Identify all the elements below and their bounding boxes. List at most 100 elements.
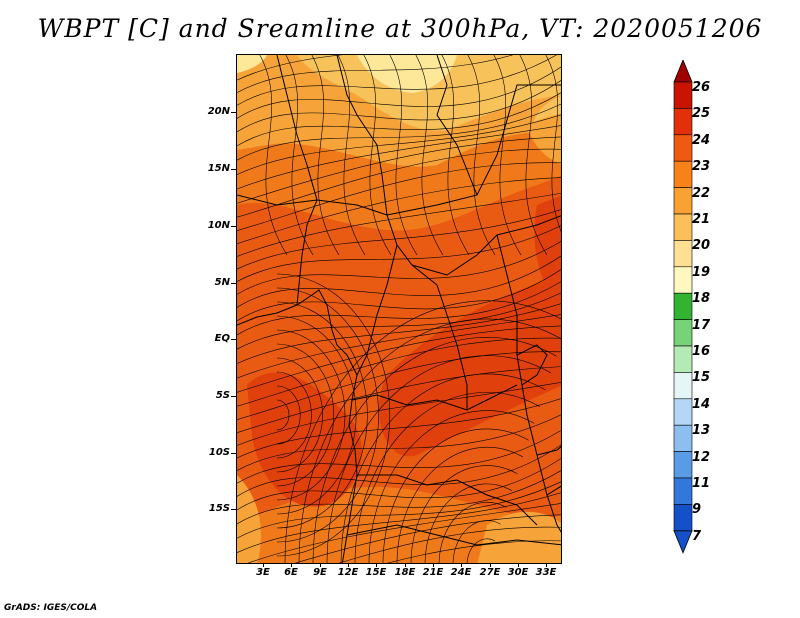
chart-title: WBPT [C] and Sreamline at 300hPa, VT: 20…	[37, 14, 763, 43]
streamline	[545, 55, 561, 232]
streamline	[467, 55, 496, 256]
streamline	[276, 287, 379, 543]
lon-label: 18E	[394, 567, 416, 578]
streamline	[452, 520, 501, 563]
colorbar-swatch	[673, 240, 693, 268]
streamline	[237, 366, 561, 434]
colorbar-label: 7	[692, 528, 702, 544]
streamline	[284, 300, 561, 563]
streamline	[237, 92, 561, 147]
lon-label: 9E	[313, 567, 327, 578]
temperature-region	[527, 113, 561, 165]
border-line	[496, 234, 518, 355]
border-line	[386, 84, 561, 216]
streamline	[237, 103, 561, 161]
streamline	[424, 483, 512, 563]
streamline	[237, 177, 561, 245]
lat-tick	[231, 226, 236, 227]
lat-label: 5S	[215, 390, 230, 401]
colorbar-label: 9	[692, 502, 702, 518]
border-line	[356, 244, 398, 376]
streamline	[415, 55, 444, 256]
streamline	[237, 79, 561, 133]
streamline	[237, 125, 561, 190]
streamline	[237, 481, 561, 539]
streamline	[237, 209, 561, 270]
lat-label: 20N	[207, 106, 230, 117]
colorbar-swatch	[673, 451, 693, 479]
streamline	[276, 399, 290, 431]
colorbar-swatch	[673, 160, 693, 188]
lon-tick	[546, 563, 547, 567]
streamline	[237, 225, 561, 283]
border-line	[276, 55, 318, 201]
streamline	[237, 303, 561, 365]
streamline	[237, 240, 561, 295]
colorbar-upper-arrow	[673, 60, 693, 83]
streamline	[276, 357, 323, 473]
colorbar-swatch	[673, 372, 693, 400]
temperature-region	[297, 55, 561, 131]
lat-tick	[231, 339, 236, 340]
streamline	[237, 114, 561, 176]
lat-tick	[231, 169, 236, 170]
colorbar-label: 23	[692, 159, 711, 175]
border-line	[296, 199, 318, 306]
colorbar-swatch	[673, 477, 693, 505]
border-line	[346, 524, 561, 546]
temperature-region	[237, 55, 267, 73]
grads-credit: GrADS: IGES/COLA	[4, 603, 98, 613]
lon-tick	[263, 563, 264, 567]
border-line	[436, 284, 468, 410]
streamline	[237, 398, 561, 459]
streamline	[276, 343, 335, 487]
streamline	[389, 55, 418, 256]
temperature-region	[477, 511, 561, 563]
streamline	[276, 315, 357, 515]
streamline	[237, 55, 343, 81]
lon-tick	[490, 563, 491, 567]
border-line	[536, 446, 561, 456]
streamline	[237, 268, 561, 322]
colorbar-label: 16	[692, 344, 711, 359]
streamline	[237, 444, 561, 497]
lat-tick	[231, 283, 236, 284]
colorbar-label: 18	[692, 291, 711, 307]
lon-tick	[461, 563, 462, 567]
lon-label: 27E	[479, 567, 501, 578]
streamline	[237, 429, 561, 484]
colorbar-label: 20	[692, 238, 711, 254]
lat-label: 10N	[207, 220, 230, 231]
border-line	[351, 384, 518, 411]
streamline	[237, 55, 514, 94]
colorbar-label: 17	[692, 317, 711, 333]
colorbar-swatch	[673, 424, 693, 452]
colorbar-swatch	[673, 81, 693, 109]
streamline	[237, 192, 561, 257]
colorbar	[673, 60, 693, 554]
colorbar-swatch	[673, 213, 693, 241]
colorbar-label: 21	[692, 212, 711, 227]
streamline	[298, 318, 561, 563]
lon-label: 24E	[450, 567, 472, 578]
streamline	[276, 329, 346, 501]
colorbar-swatch	[673, 398, 693, 426]
lon-label: 12E	[337, 567, 359, 578]
colorbar-swatch	[673, 345, 693, 373]
streamline	[237, 492, 561, 554]
colorbar-swatch	[673, 504, 693, 532]
border-line	[436, 55, 478, 196]
map-svg	[237, 55, 561, 563]
border-line	[546, 485, 561, 496]
streamline	[285, 55, 314, 256]
lon-label: 3E	[256, 567, 270, 578]
streamline	[493, 55, 522, 256]
colorbar-label: 14	[692, 396, 711, 412]
streamline	[237, 148, 561, 218]
coastlines-borders	[237, 55, 561, 563]
streamline	[363, 55, 392, 256]
colorbar-label: 12	[692, 449, 711, 465]
colorbar-label: 13	[692, 423, 711, 439]
streamline	[438, 501, 507, 563]
streamline	[237, 470, 561, 525]
